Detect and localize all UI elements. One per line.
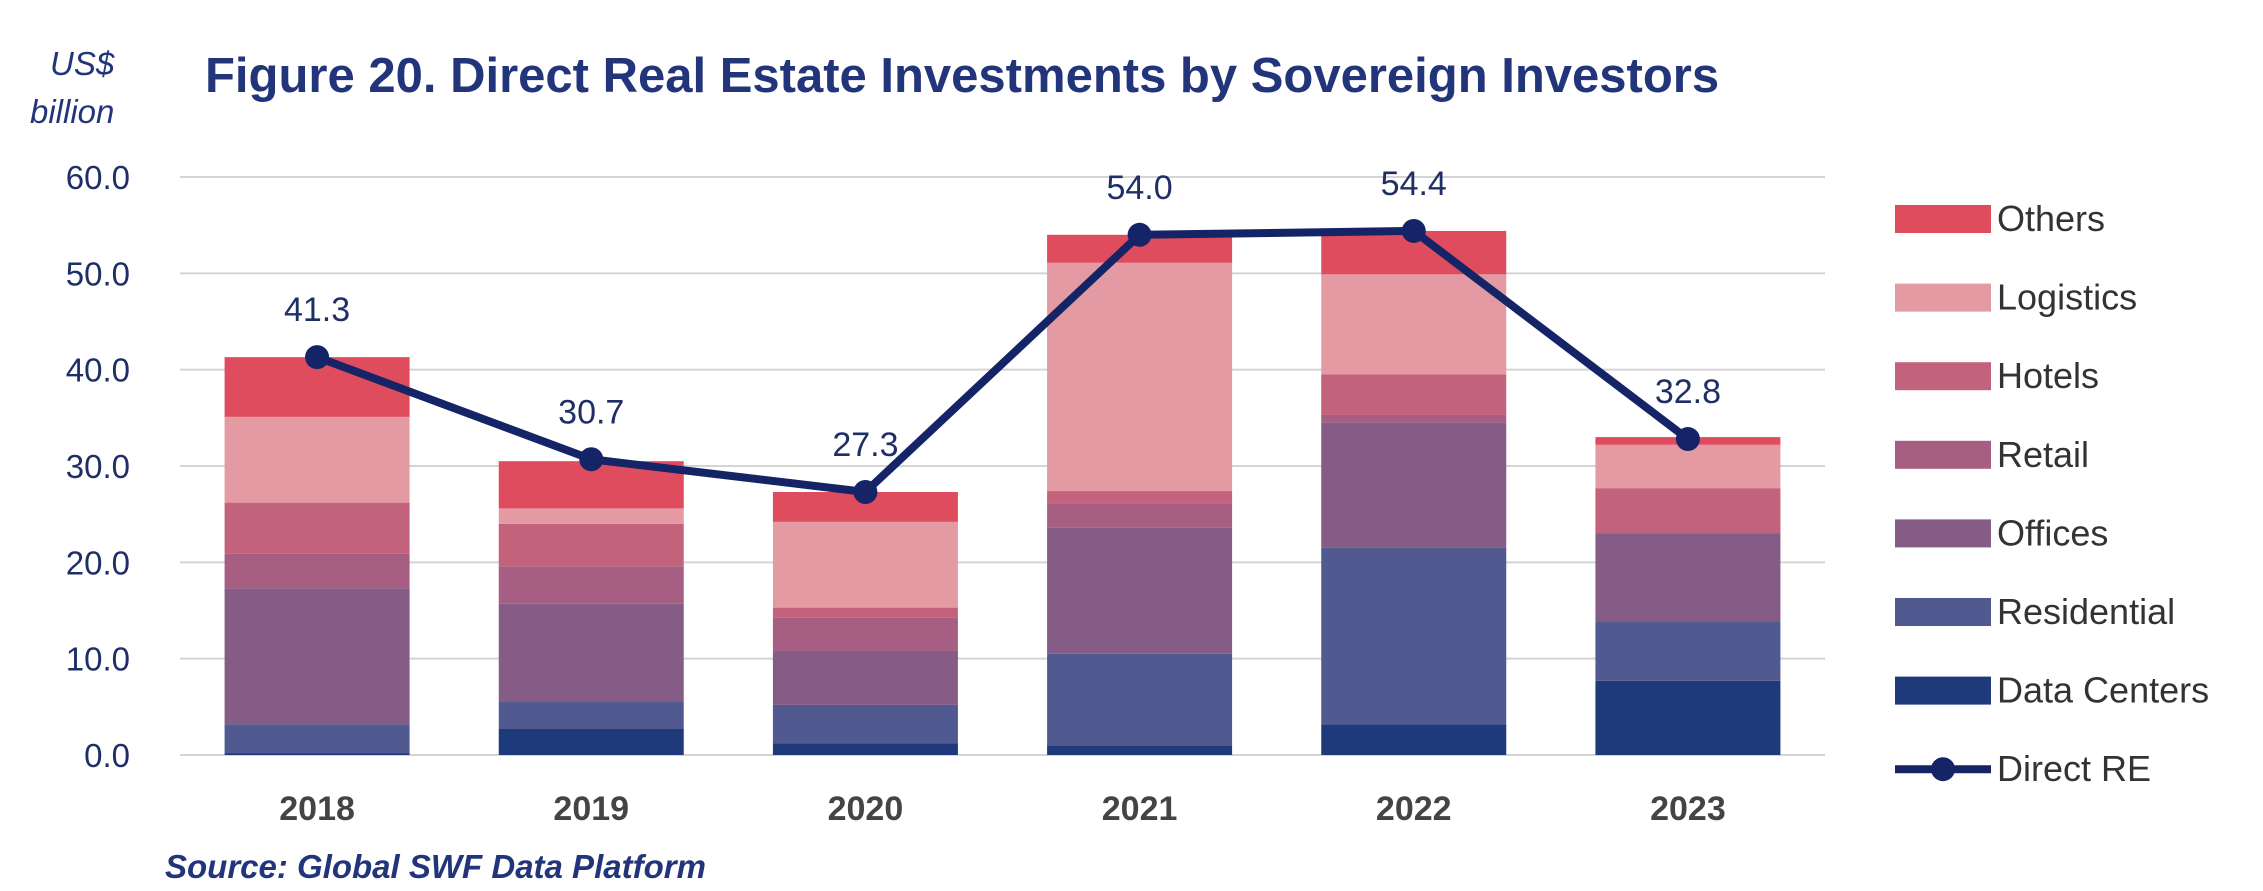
legend-swatch-data-centers bbox=[1895, 676, 1991, 705]
bar-segment-offices bbox=[224, 588, 410, 725]
y-tick-label: 50.0 bbox=[66, 255, 130, 292]
bar-segment-retail bbox=[1047, 503, 1233, 528]
x-tick-label: 2020 bbox=[828, 790, 904, 828]
bar-segment-residential bbox=[498, 702, 684, 729]
direct-re-data-label: 27.3 bbox=[832, 426, 898, 464]
y-tick-label: 20.0 bbox=[66, 544, 130, 581]
y-tick-label: 0.0 bbox=[84, 737, 130, 774]
bar-segment-data-centers bbox=[772, 743, 958, 755]
bar-segment-residential bbox=[224, 724, 410, 754]
bar-segment-offices bbox=[498, 603, 684, 703]
legend-swatch-logistics bbox=[1895, 283, 1991, 312]
direct-re-data-label: 54.0 bbox=[1106, 169, 1172, 207]
bar-segment-residential bbox=[772, 704, 958, 744]
direct-re-data-label: 41.3 bbox=[284, 291, 350, 329]
bar-segment-hotels bbox=[498, 523, 684, 567]
x-tick-label: 2021 bbox=[1102, 790, 1178, 828]
legend-label: Offices bbox=[1997, 512, 2108, 553]
y-axis-unit-line-2: billion bbox=[30, 93, 114, 130]
direct-re-line: 41.3 30.7 27.3 54.0 54.4 32.8 bbox=[284, 165, 1721, 505]
legend-swatch-direct-re-marker bbox=[1931, 757, 1955, 782]
y-axis-ticks: 0.0 10.0 20.0 30.0 40.0 50.0 60.0 bbox=[66, 159, 130, 774]
bar-segment-hotels bbox=[224, 502, 410, 554]
direct-re-line-path bbox=[315, 226, 1691, 497]
bar-segment-residential bbox=[1321, 547, 1507, 725]
bar-segment-hotels bbox=[772, 607, 958, 618]
legend-swatch-residential bbox=[1895, 598, 1991, 626]
bar-segment-hotels bbox=[1321, 374, 1507, 415]
legend-swatch-others bbox=[1895, 205, 1991, 233]
gridlines bbox=[180, 176, 1825, 756]
bar-segment-data-centers bbox=[498, 728, 684, 755]
y-axis-unit-line-1: US$ bbox=[50, 45, 115, 82]
direct-re-point bbox=[1401, 218, 1426, 243]
bar-segment-hotels bbox=[1595, 488, 1781, 533]
bar-segment-offices bbox=[772, 650, 958, 705]
bar-segment-retail bbox=[1321, 414, 1507, 423]
bar-segment-logistics bbox=[1321, 274, 1507, 375]
bar-segment-data-centers bbox=[1321, 724, 1507, 755]
legend-label: Direct RE bbox=[1997, 748, 2151, 789]
bar-segment-data-centers bbox=[1047, 745, 1233, 755]
bar-segment-offices bbox=[1321, 422, 1507, 548]
legend-swatch-offices bbox=[1895, 519, 1991, 548]
y-tick-label: 40.0 bbox=[66, 352, 130, 389]
legend-label: Hotels bbox=[1997, 355, 2099, 396]
bar-segment-logistics bbox=[498, 508, 684, 524]
legend-swatch-hotels bbox=[1895, 362, 1991, 391]
direct-re-point bbox=[305, 345, 330, 370]
legend-label: Data Centers bbox=[1997, 670, 2209, 711]
chart-title: Figure 20. Direct Real Estate Investment… bbox=[205, 49, 1719, 103]
x-axis-ticks: 2018 2019 2020 2021 2022 2023 bbox=[279, 790, 1725, 828]
bar-segment-hotels bbox=[1047, 491, 1233, 504]
direct-re-data-label: 32.8 bbox=[1655, 373, 1721, 411]
x-tick-label: 2023 bbox=[1650, 790, 1726, 828]
bar-segment-residential bbox=[1047, 653, 1233, 746]
y-tick-label: 30.0 bbox=[66, 448, 130, 485]
bar-segment-residential bbox=[1595, 621, 1781, 681]
bar-segment-retail bbox=[1595, 532, 1781, 534]
stacked-bars bbox=[224, 230, 1781, 755]
direct-re-point bbox=[579, 447, 604, 472]
direct-re-point bbox=[1127, 222, 1152, 247]
y-tick-label: 10.0 bbox=[66, 641, 130, 678]
x-tick-label: 2018 bbox=[279, 790, 355, 828]
x-tick-label: 2019 bbox=[553, 790, 629, 828]
bar-segment-logistics bbox=[772, 521, 958, 608]
direct-re-data-label: 30.7 bbox=[558, 393, 624, 431]
bar-segment-logistics bbox=[1595, 444, 1781, 489]
bar-segment-retail bbox=[772, 617, 958, 651]
direct-re-point bbox=[1675, 427, 1700, 452]
direct-re-data-label: 54.4 bbox=[1381, 165, 1447, 203]
bar-segment-offices bbox=[1047, 527, 1233, 654]
x-tick-label: 2022 bbox=[1376, 790, 1452, 828]
legend: Others Logistics Hotels Retail Offices Reside… bbox=[1895, 198, 2209, 789]
source-note: Source: Global SWF Data Platform bbox=[165, 848, 706, 885]
legend-label: Logistics bbox=[1997, 277, 2137, 318]
direct-re-point bbox=[853, 480, 878, 505]
legend-label: Residential bbox=[1997, 591, 2175, 632]
bar-segment-data-centers bbox=[1595, 680, 1781, 755]
y-tick-label: 60.0 bbox=[66, 159, 130, 196]
bar-segment-logistics bbox=[224, 416, 410, 503]
legend-swatch-retail bbox=[1895, 440, 1991, 469]
bar-segment-offices bbox=[1595, 533, 1781, 622]
bar-segment-logistics bbox=[1047, 262, 1233, 492]
bar-segment-retail bbox=[224, 553, 410, 589]
legend-label: Others bbox=[1997, 198, 2105, 239]
bar-segment-retail bbox=[498, 566, 684, 604]
legend-label: Retail bbox=[1997, 434, 2089, 475]
bar-segment-data-centers bbox=[224, 753, 410, 755]
